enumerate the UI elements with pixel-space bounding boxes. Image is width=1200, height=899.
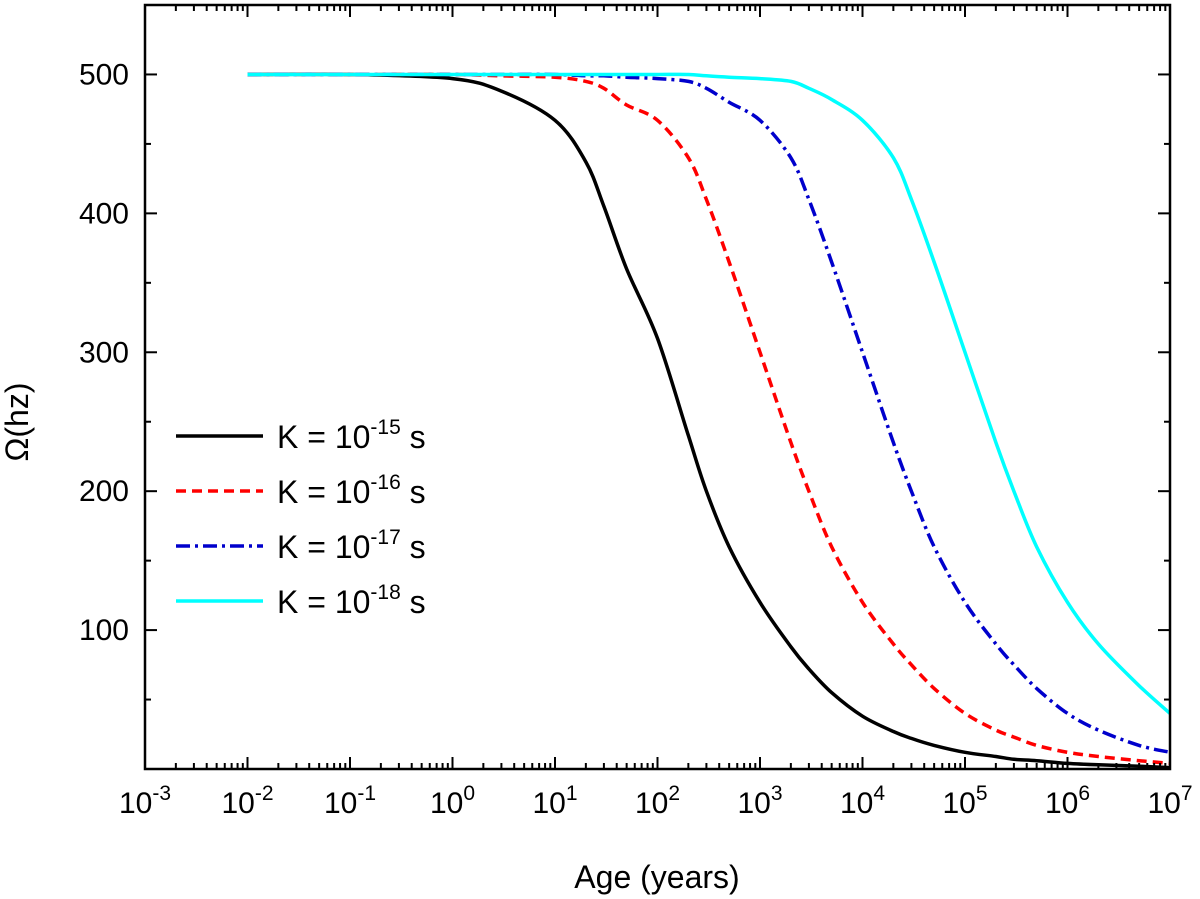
x-tick-label: 103 [737,782,782,820]
y-tick-label: 500 [79,58,129,91]
x-tick-label: 10-3 [119,782,171,820]
series-line-3 [247,72,1171,755]
legend-label-2: K = 10-16 s [277,471,426,510]
legend-label-4: K = 10-18 s [277,581,426,620]
legend: K = 10-15 s K = 10-16 s K = 10-17 s K = 10-… [176,416,426,620]
y-tick-label: 100 [79,614,129,647]
y-tick-label: 400 [79,197,129,230]
x-tick-label: 10-2 [221,782,273,820]
series-line-4 [247,72,1172,715]
x-tick-label: 104 [840,782,885,820]
x-tick-label: 100 [430,782,475,820]
legend-label-1: K = 10-15 s [277,416,426,455]
x-tick-label: 101 [532,782,577,820]
y-tick-labels: 100 200 300 400 500 [79,58,129,647]
y-axis-title: Ω(hz) [0,382,35,461]
x-tick-label: 10-1 [324,782,376,820]
plot-curves [247,72,1172,770]
x-tick-label: 102 [635,782,680,820]
x-axis-title: Age (years) [574,859,739,895]
axis-ticks [144,4,1171,769]
x-tick-label: 105 [942,782,987,820]
x-tick-label: 106 [1045,782,1090,820]
series-line-1 [247,72,1171,770]
legend-label-3: K = 10-17 s [277,526,426,565]
y-tick-label: 300 [79,336,129,369]
x-tick-labels: 10-3 10-2 10-1 100 101 102 103 104 105 106 107 [119,782,1193,820]
x-tick-label: 107 [1147,782,1192,820]
y-tick-label: 200 [79,475,129,508]
series-line-2 [247,72,1171,766]
